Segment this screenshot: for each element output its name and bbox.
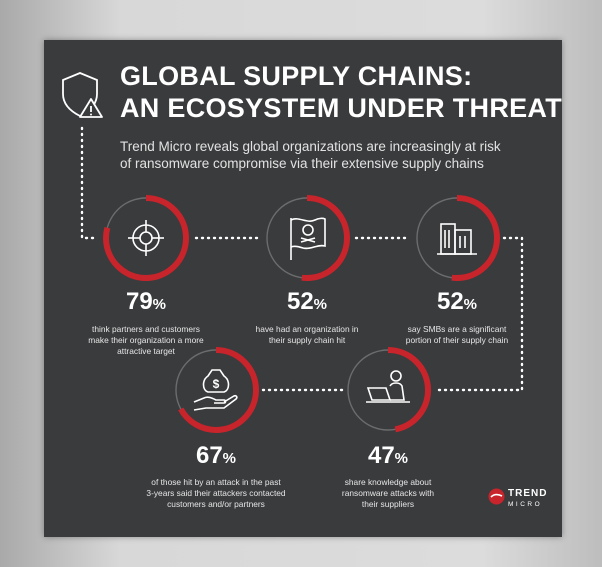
stat-description: say SMBs are a significant portion of the… bbox=[405, 324, 509, 345]
stat-description: of those hit by an attack in the past 3-y… bbox=[146, 477, 286, 509]
stat-description: have had an organization in their supply … bbox=[255, 324, 359, 345]
pirate-flag-icon bbox=[290, 217, 326, 260]
infographic-card: GLOBAL SUPPLY CHAINS: AN ECOSYSTEM UNDER… bbox=[44, 40, 562, 537]
progress-arc bbox=[345, 347, 431, 433]
stat-description: share knowledge about ransomware attacks … bbox=[341, 477, 435, 509]
stat-ring bbox=[345, 347, 431, 433]
stat-value: 67% bbox=[195, 442, 237, 469]
shield-warning-icon bbox=[62, 72, 103, 118]
page-title: GLOBAL SUPPLY CHAINS: AN ECOSYSTEM UNDER… bbox=[120, 60, 562, 124]
stat-description: think partners and customers make their o… bbox=[88, 324, 204, 356]
svg-text:$: $ bbox=[213, 377, 220, 391]
title-line-2: AN ECOSYSTEM UNDER THREAT bbox=[120, 93, 563, 123]
trend-micro-logo: TREND MICRO bbox=[488, 488, 546, 510]
buildings-icon bbox=[437, 223, 477, 255]
progress-arc bbox=[173, 347, 259, 433]
stat-value: 52% bbox=[436, 288, 478, 315]
logo-wordmark: TREND MICRO bbox=[508, 488, 548, 508]
subtitle-line-2: of ransomware compromise via their exten… bbox=[120, 156, 484, 171]
title-line-1: GLOBAL SUPPLY CHAINS: bbox=[120, 61, 473, 91]
subtitle: Trend Micro reveals global organizations… bbox=[120, 138, 550, 172]
progress-arc bbox=[103, 195, 189, 281]
trend-micro-logo-icon bbox=[488, 488, 505, 505]
stat-ring: $ bbox=[173, 347, 259, 433]
stat-ring bbox=[414, 195, 500, 281]
stat-value: 47% bbox=[367, 442, 409, 469]
crosshair-target-icon bbox=[128, 220, 164, 256]
stat-value: 52% bbox=[286, 288, 328, 315]
subtitle-line-1: Trend Micro reveals global organizations… bbox=[120, 139, 501, 154]
stat-ring bbox=[103, 195, 189, 281]
stat-value: 79% bbox=[125, 288, 167, 315]
person-laptop-icon bbox=[366, 370, 410, 403]
dotted-connector bbox=[80, 126, 524, 392]
money-hand-icon bbox=[193, 369, 238, 411]
progress-arc bbox=[414, 195, 500, 281]
stat-ring bbox=[264, 195, 350, 281]
progress-arc bbox=[264, 195, 350, 281]
